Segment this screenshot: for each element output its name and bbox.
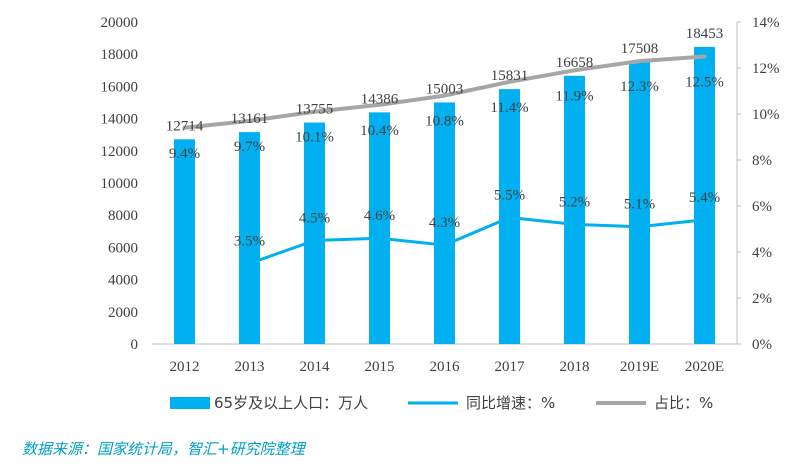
y-left-tick-label: 12000 <box>101 144 139 160</box>
x-tick-label: 2020E <box>685 359 724 375</box>
x-tick-label: 2015 <box>365 359 395 375</box>
share-label: 10.4% <box>360 123 399 139</box>
source-note: 数据来源：国家统计局，智汇+研究院整理 <box>22 440 305 458</box>
chart-axes: 0 2000 4000 6000 8000 10000 12000 14000 16000 180… <box>101 15 780 375</box>
share-label: 12.5% <box>685 75 724 91</box>
growth-rate-label: 4.5% <box>299 211 330 227</box>
bar-value-label: 14386 <box>361 91 399 107</box>
bar-value-label: 16658 <box>556 55 594 71</box>
growth-rate-label: 5.2% <box>559 194 590 210</box>
x-tick-label: 2012 <box>170 359 200 375</box>
share-label: 12.3% <box>620 79 659 95</box>
share-label: 9.4% <box>169 146 200 162</box>
bar-value-label: 12714 <box>166 118 204 134</box>
growth-rate-label: 3.5% <box>234 234 265 250</box>
bar-series <box>174 46 715 345</box>
x-tick-label: 2014 <box>300 359 331 375</box>
growth-rate-label: 5.5% <box>494 188 525 204</box>
growth-rate-label: 5.1% <box>624 197 655 213</box>
legend-bar-swatch <box>170 397 210 409</box>
y-left-tick-label: 16000 <box>101 79 139 95</box>
legend-growth-label: 同比增速：% <box>466 394 555 412</box>
bar <box>369 112 390 344</box>
share-label: 10.1% <box>295 130 334 146</box>
chart-legend: 65岁及以上人口：万人 同比增速：% 占比：% <box>170 394 713 412</box>
y-right-tick-label: 10% <box>752 107 780 123</box>
bar <box>434 102 455 345</box>
y-left-tick-label: 2000 <box>108 305 138 321</box>
bar-value-label: 15003 <box>426 81 464 97</box>
y-left-tick-label: 8000 <box>108 208 138 224</box>
share-line <box>182 54 707 130</box>
bar <box>174 139 195 344</box>
y-left-tick-label: 18000 <box>101 47 139 63</box>
bar <box>629 62 650 344</box>
y-right-tick-label: 0% <box>752 337 772 353</box>
y-left-tick-label: 10000 <box>101 176 139 192</box>
y-left-tick-label: 0 <box>131 337 139 353</box>
growth-rate-label: 4.3% <box>429 215 460 231</box>
share-label: 11.9% <box>555 88 593 104</box>
growth-rate-label: 5.4% <box>689 190 720 206</box>
legend-bar-label: 65岁及以上人口：万人 <box>214 394 368 412</box>
x-tick-label: 2018 <box>560 359 590 375</box>
growth-rate-label: 4.6% <box>364 208 395 224</box>
y-right-tick-label: 6% <box>752 199 772 215</box>
y-right-tick-label: 4% <box>752 245 772 261</box>
bar <box>304 122 325 345</box>
y-left-tick-label: 20000 <box>101 15 139 31</box>
bar-value-label: 17508 <box>621 41 659 57</box>
share-label: 11.4% <box>490 100 528 116</box>
y-left-tick-label: 6000 <box>108 240 138 256</box>
bar <box>239 132 260 344</box>
x-tick-label: 2017 <box>495 359 526 375</box>
y-right-tick-label: 14% <box>752 15 780 31</box>
bar <box>694 46 715 344</box>
bar-value-label: 15831 <box>491 68 529 84</box>
growth-rate-line <box>248 216 706 265</box>
bar-value-label: 13161 <box>231 111 269 127</box>
y-left-tick-label: 14000 <box>101 112 139 128</box>
y-right-tick-label: 8% <box>752 153 772 169</box>
data-labels: 12714 13161 13755 14386 15003 15831 16658 17508… <box>166 26 724 250</box>
legend-share-label: 占比：% <box>654 394 713 412</box>
y-right-tick-label: 2% <box>752 291 772 307</box>
x-tick-label: 2016 <box>430 359 461 375</box>
line-series <box>182 54 707 265</box>
share-label: 9.7% <box>234 139 265 155</box>
y-right-tick-label: 12% <box>752 61 780 77</box>
bar <box>564 75 585 344</box>
y-left-tick-label: 4000 <box>108 273 138 289</box>
bar-value-label: 13755 <box>296 102 334 118</box>
share-label: 10.8% <box>425 114 464 130</box>
bar-value-label: 18453 <box>686 26 724 42</box>
x-tick-label: 2013 <box>235 359 265 375</box>
x-tick-label: 2019E <box>620 359 659 375</box>
